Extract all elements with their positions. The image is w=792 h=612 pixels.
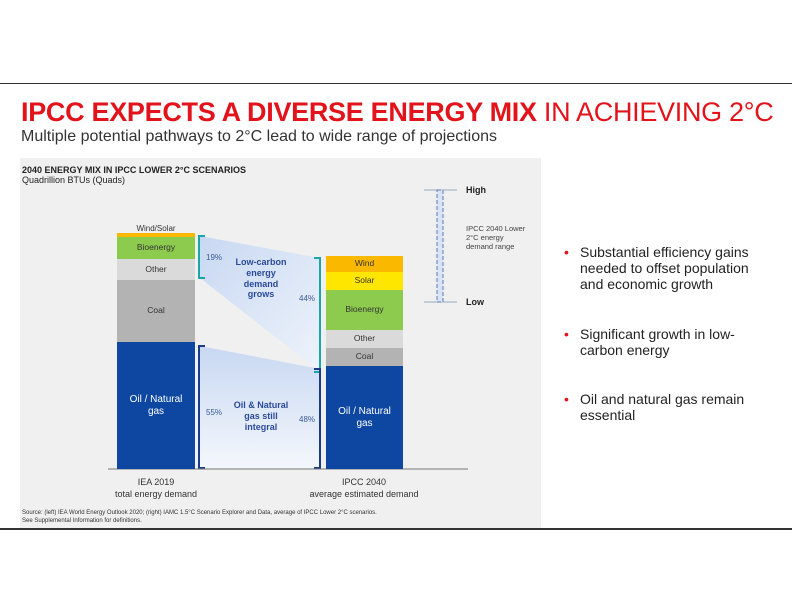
bar-right-coal: Coal [326,348,403,366]
bar-left-coal: Coal [117,280,195,342]
slide-frame [0,83,792,530]
bullet-1: • Substantial efficiency gains needed to … [564,244,769,292]
navy-bracket-left [198,345,205,469]
pct-oil-gas-left: 55% [206,408,223,417]
category-left: IEA 2019 total energy demand [96,476,216,500]
range-label: IPCC 2040 Lower 2°C energy demand range [466,224,526,251]
teal-bracket-right [314,257,321,373]
label-wind-solar: Wind/Solar [136,224,176,233]
category-left-line2: total energy demand [114,489,198,500]
bar-right-other: Other [326,330,403,348]
low-carbon-band [200,236,320,372]
bullet-text: Oil and natural gas remain essential [580,391,745,424]
category-right: IPCC 2040 average estimated demand [294,476,434,500]
category-right-line1: IPCC 2040 [341,477,387,487]
category-right-line2: average estimated demand [309,489,419,500]
category-left-line1: IEA 2019 [137,477,175,487]
bullet-dot: • [564,244,569,260]
slide-subtitle: Multiple potential pathways to 2°C lead … [21,128,498,145]
bullet-3: • Oil and natural gas remain essential [564,391,769,423]
range-bar [436,189,444,303]
bullet-text: Substantial efficiency gains needed to o… [580,244,749,293]
bar-left-wind-solar [117,233,195,237]
bullet-text: Significant growth in low-carbon energy [580,326,735,359]
bullet-dot: • [564,391,569,407]
bar-right-oil-gas: Oil / Natural gas [326,366,403,469]
bar-left-bioenergy: Bioenergy [117,237,195,259]
range-low-label: Low [466,297,484,307]
low-carbon-label: Low-carbon energy demand grows [235,257,287,300]
teal-bracket-left [198,235,205,279]
range-high-label: High [466,185,486,195]
oil-gas-band [200,346,320,468]
bar-right-wind: Wind [326,256,403,272]
chart-unit: Quadrillion BTUs (Quads) [22,175,126,185]
oil-gas-label: Oil & Natural gas still integral [233,400,289,432]
title-light: IN ACHIEVING 2°C [536,97,774,127]
source-note: Source: (left) IEA World Energy Outlook … [22,509,377,525]
bar-left-oil-gas: Oil / Natural gas [117,342,195,469]
bar-right-bioenergy: Bioenergy [326,290,403,330]
pct-low-carbon-right: 44% [299,294,316,303]
chart-title: 2040 ENERGY MIX IN IPCC LOWER 2°C SCENAR… [22,165,246,175]
bullet-2: • Significant growth in low-carbon energy [564,326,769,358]
bar-right-solar: Solar [326,272,403,290]
pct-low-carbon-left: 19% [206,253,223,262]
bar-left-other: Other [117,259,195,280]
bullet-dot: • [564,326,569,342]
navy-bracket-right [314,368,321,469]
title-bold: IPCC EXPECTS A DIVERSE ENERGY MIX [21,97,537,127]
source-line2: See Supplemental Information for definit… [22,518,142,525]
source-line1: Source: (left) IEA World Energy Outlook … [22,510,377,516]
pct-oil-gas-right: 48% [299,415,316,424]
slide-title: IPCC EXPECTS A DIVERSE ENERGY MIX IN ACH… [21,97,774,128]
